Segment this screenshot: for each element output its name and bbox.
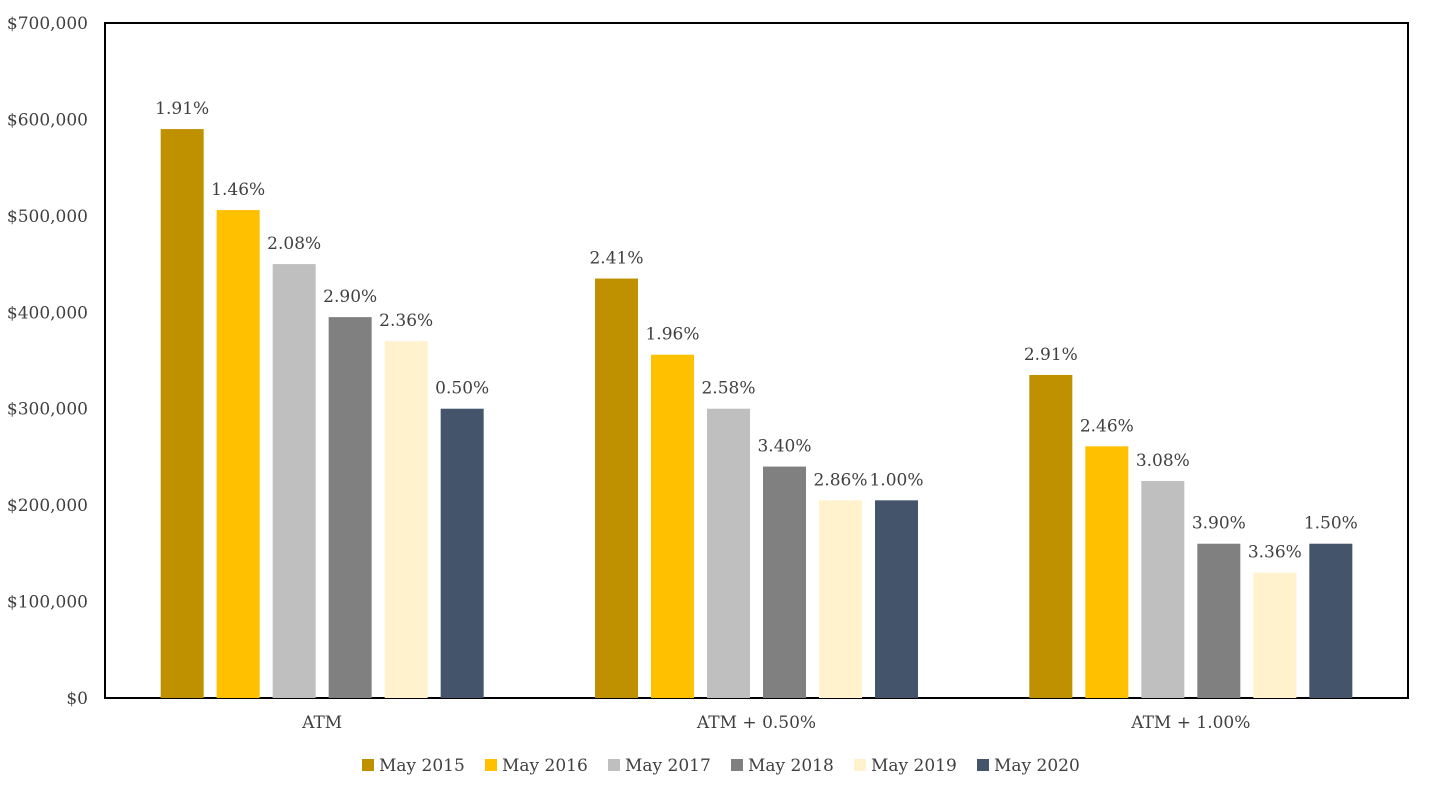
bar xyxy=(763,466,806,698)
legend-label: May 2015 xyxy=(379,756,465,776)
x-category-label: ATM + 1.00% xyxy=(1130,713,1250,733)
y-axis: $0 $100,000 $200,000 $300,000 $400,000 $500,0… xyxy=(7,14,88,709)
legend-swatch xyxy=(977,759,989,771)
y-tick-label: $0 xyxy=(66,689,88,709)
data-label: 2.41% xyxy=(589,249,643,269)
data-label: 3.08% xyxy=(1136,451,1190,471)
data-label: 3.40% xyxy=(757,437,811,457)
legend-label: May 2018 xyxy=(748,756,834,776)
data-label: 2.58% xyxy=(701,379,755,399)
bar xyxy=(595,278,638,698)
legend-label: May 2017 xyxy=(625,756,711,776)
y-tick-label: $600,000 xyxy=(7,110,88,130)
bar xyxy=(1085,446,1129,698)
bar xyxy=(1253,572,1297,698)
data-label: 1.00% xyxy=(869,470,923,490)
bar xyxy=(216,210,260,699)
bar xyxy=(875,500,918,698)
bar xyxy=(384,341,428,698)
plot-area-frame xyxy=(104,22,1409,699)
bar xyxy=(440,408,484,698)
y-tick-label: $500,000 xyxy=(7,207,88,227)
bar xyxy=(160,129,204,699)
data-label: 1.50% xyxy=(1304,514,1358,534)
data-label: 2.36% xyxy=(379,311,433,331)
legend-swatch xyxy=(608,759,620,771)
bar xyxy=(1197,543,1241,698)
legend-swatch xyxy=(362,759,374,771)
x-category-label: ATM xyxy=(301,713,342,733)
data-label: 3.36% xyxy=(1248,543,1302,563)
y-tick-label: $100,000 xyxy=(7,593,88,613)
data-label: 1.46% xyxy=(211,180,265,200)
bar xyxy=(1029,374,1073,698)
bar xyxy=(707,408,750,698)
legend-label: May 2016 xyxy=(502,756,588,776)
bars xyxy=(160,129,1353,699)
legend-label: May 2020 xyxy=(994,756,1080,776)
data-label: 1.96% xyxy=(645,325,699,345)
data-label: 2.46% xyxy=(1080,416,1134,436)
legend-label: May 2019 xyxy=(871,756,957,776)
y-tick-label: $700,000 xyxy=(7,14,88,34)
data-label: 1.91% xyxy=(155,99,209,119)
data-label: 2.91% xyxy=(1024,345,1078,365)
data-labels: 1.91% 1.46% 2.08% 2.90%2.36% 0.50% 2.41% 1.96%… xyxy=(155,99,1358,563)
legend-swatch xyxy=(854,759,866,771)
bar xyxy=(1309,543,1353,698)
data-label: 2.86% xyxy=(813,470,867,490)
bar xyxy=(651,354,694,698)
data-label: 2.90% xyxy=(323,287,377,307)
bar xyxy=(819,500,862,698)
y-tick-label: $400,000 xyxy=(7,303,88,323)
data-label: 3.90% xyxy=(1192,514,1246,534)
x-axis: ATM ATM + 0.50% ATM + 1.00% xyxy=(301,713,1250,733)
bar xyxy=(328,317,372,698)
data-label: 0.50% xyxy=(435,379,489,399)
y-tick-label: $200,000 xyxy=(7,496,88,516)
bar xyxy=(272,264,316,698)
legend-swatch xyxy=(731,759,743,771)
legend: May 2015 May 2016 May 2017 May 2018 May 2019… xyxy=(362,756,1080,776)
bar xyxy=(1141,481,1185,698)
x-category-label: ATM + 0.50% xyxy=(696,713,816,733)
y-tick-label: $300,000 xyxy=(7,400,88,420)
data-label: 2.08% xyxy=(267,234,321,254)
legend-swatch xyxy=(485,759,497,771)
